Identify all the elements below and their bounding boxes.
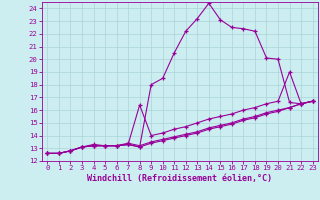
- X-axis label: Windchill (Refroidissement éolien,°C): Windchill (Refroidissement éolien,°C): [87, 174, 273, 183]
